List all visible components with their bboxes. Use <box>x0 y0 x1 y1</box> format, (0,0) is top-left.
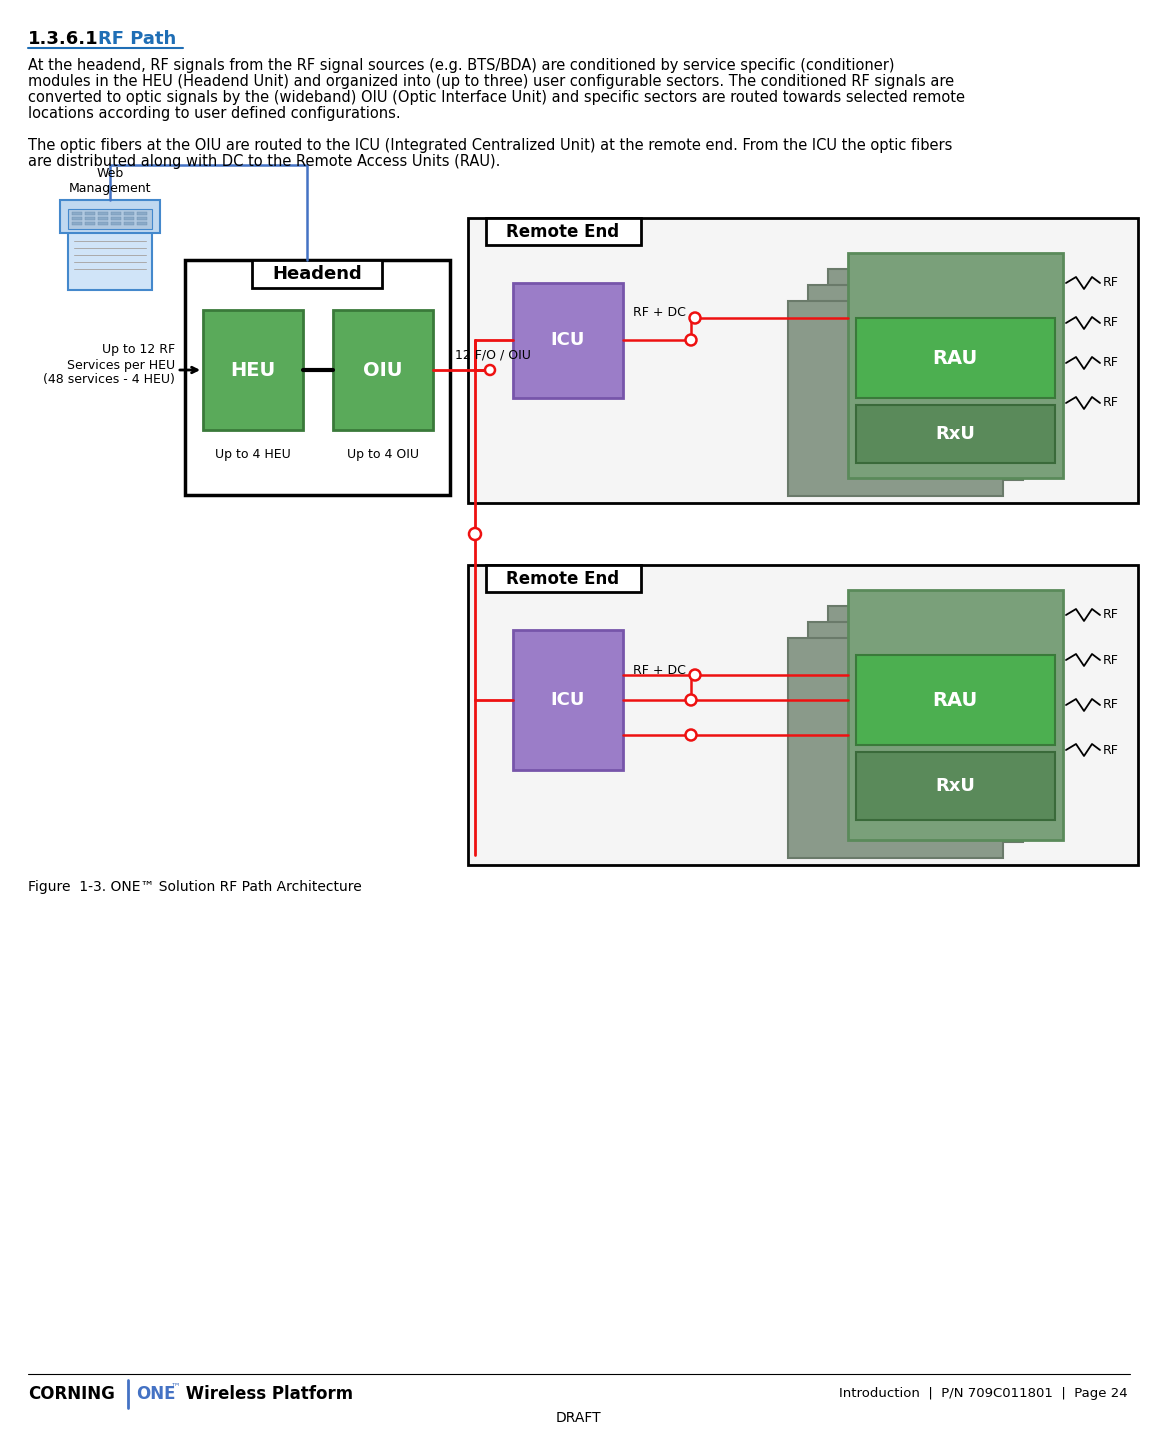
Text: RF: RF <box>1103 608 1119 621</box>
Text: Up to 4 OIU: Up to 4 OIU <box>347 447 418 460</box>
Bar <box>486 565 640 592</box>
Circle shape <box>686 730 697 740</box>
Text: RF: RF <box>1103 277 1119 290</box>
Bar <box>855 318 1055 399</box>
Text: Figure  1-3. ONE™ Solution RF Path Architecture: Figure 1-3. ONE™ Solution RF Path Archit… <box>28 880 362 893</box>
Text: RF: RF <box>1103 396 1119 410</box>
Bar <box>788 301 1003 496</box>
Text: Up to 12 RF
Services per HEU
(48 services - 4 HEU): Up to 12 RF Services per HEU (48 service… <box>43 344 175 387</box>
Bar <box>203 310 303 430</box>
Bar <box>98 217 108 221</box>
Bar <box>72 217 82 221</box>
Text: RF: RF <box>1103 743 1119 757</box>
Text: ONE: ONE <box>136 1385 176 1402</box>
Text: RAU: RAU <box>933 691 978 710</box>
Bar <box>252 260 381 288</box>
Bar <box>60 199 160 234</box>
Text: At the headend, RF signals from the RF signal sources (e.g. BTS/BDA) are conditi: At the headend, RF signals from the RF s… <box>28 57 895 73</box>
Text: 12 F/O / OIU: 12 F/O / OIU <box>455 348 531 361</box>
Circle shape <box>469 528 481 541</box>
Text: RF Path: RF Path <box>98 30 176 47</box>
Bar <box>138 222 147 225</box>
Circle shape <box>689 670 701 681</box>
Bar <box>86 217 95 221</box>
Text: Web
Management: Web Management <box>68 166 151 195</box>
Bar <box>808 622 1023 842</box>
Text: RF + DC: RF + DC <box>633 664 686 677</box>
Text: RF: RF <box>1103 357 1119 370</box>
Bar <box>111 217 121 221</box>
Text: Introduction  |  P/N 709C011801  |  Page 24: Introduction | P/N 709C011801 | Page 24 <box>839 1388 1128 1401</box>
Text: locations according to user defined configurations.: locations according to user defined conf… <box>28 106 401 120</box>
Bar <box>855 751 1055 820</box>
Bar <box>68 231 151 290</box>
Bar <box>333 310 434 430</box>
Bar <box>468 218 1138 503</box>
Text: RxU: RxU <box>935 777 975 794</box>
Circle shape <box>686 334 697 346</box>
Bar <box>808 285 1023 480</box>
Text: RF + DC: RF + DC <box>633 307 686 320</box>
Text: HEU: HEU <box>230 360 275 380</box>
Text: are distributed along with DC to the Remote Access Units (RAU).: are distributed along with DC to the Rem… <box>28 153 501 169</box>
Bar <box>124 212 134 215</box>
Text: Remote End: Remote End <box>506 224 620 241</box>
Bar <box>86 212 95 215</box>
Text: RF: RF <box>1103 654 1119 667</box>
Circle shape <box>486 366 495 376</box>
Bar <box>138 212 147 215</box>
Text: 1.3.6.1: 1.3.6.1 <box>28 30 98 47</box>
Text: Headend: Headend <box>272 265 362 282</box>
Bar <box>828 270 1043 465</box>
Text: DRAFT: DRAFT <box>555 1411 601 1425</box>
Bar <box>185 260 450 495</box>
Text: RAU: RAU <box>933 348 978 367</box>
Bar <box>124 222 134 225</box>
Text: ICU: ICU <box>550 331 585 348</box>
Bar <box>513 282 623 399</box>
Bar <box>468 565 1138 865</box>
Bar <box>486 218 640 245</box>
Text: RxU: RxU <box>935 424 975 443</box>
Text: CORNING: CORNING <box>28 1385 114 1402</box>
Bar <box>849 589 1064 840</box>
Bar <box>828 607 1043 826</box>
Text: RF: RF <box>1103 698 1119 711</box>
Bar <box>849 252 1064 478</box>
Text: modules in the HEU (Headend Unit) and organized into (up to three) user configur: modules in the HEU (Headend Unit) and or… <box>28 75 954 89</box>
Bar <box>124 217 134 221</box>
Text: Remote Unit: Remote Unit <box>907 604 991 617</box>
Text: Remote Unit: Remote Unit <box>907 257 991 270</box>
Text: converted to optic signals by the (wideband) OIU (Optic Interface Unit) and spec: converted to optic signals by the (wideb… <box>28 90 965 105</box>
Text: ICU: ICU <box>550 691 585 708</box>
Bar <box>513 630 623 770</box>
Bar <box>111 222 121 225</box>
Text: The optic fibers at the OIU are routed to the ICU (Integrated Centralized Unit) : The optic fibers at the OIU are routed t… <box>28 138 953 153</box>
Bar <box>138 217 147 221</box>
Text: RF: RF <box>1103 317 1119 330</box>
Circle shape <box>689 313 701 324</box>
Bar <box>111 212 121 215</box>
Text: OIU: OIU <box>363 360 402 380</box>
Bar <box>68 209 151 229</box>
Bar <box>855 404 1055 463</box>
Bar <box>98 212 108 215</box>
Bar <box>86 222 95 225</box>
Bar <box>855 655 1055 746</box>
Bar <box>98 222 108 225</box>
Text: Wireless Platform: Wireless Platform <box>180 1385 353 1402</box>
Text: ™: ™ <box>171 1381 180 1391</box>
Text: Up to 4 HEU: Up to 4 HEU <box>215 447 291 460</box>
Text: Remote End: Remote End <box>506 569 620 588</box>
Bar <box>72 212 82 215</box>
Bar <box>72 222 82 225</box>
Bar <box>788 638 1003 858</box>
Circle shape <box>686 694 697 706</box>
